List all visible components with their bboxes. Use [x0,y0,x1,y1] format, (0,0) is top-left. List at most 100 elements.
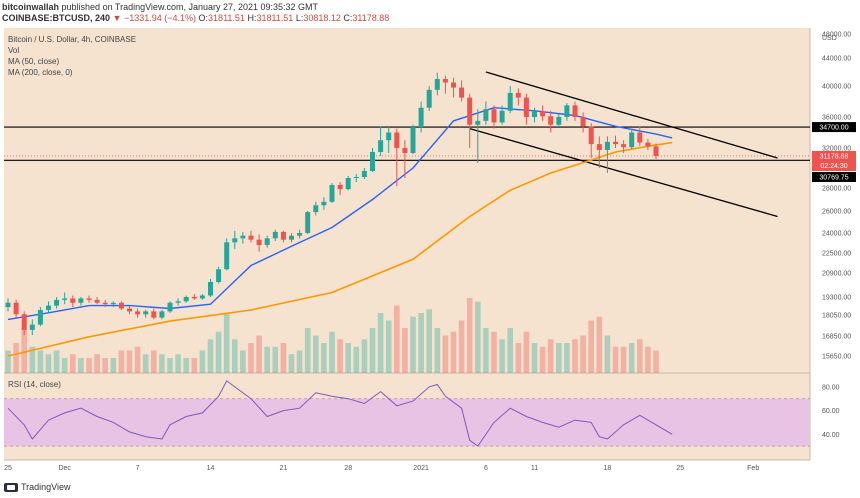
volume-bar [361,339,368,373]
price-tick-label: 24000.00 [822,231,851,238]
candle [86,295,92,303]
time-axis-ticks: 25 Dec 7 14 21 28 2021 6 11 18 25 Feb [4,465,759,472]
channel-lower-trendline[interactable] [469,127,778,218]
candle [167,301,173,313]
volume-bar [637,339,643,373]
volume-bar [531,343,538,373]
volume-bar [288,354,295,373]
volume-bar [232,339,238,373]
volume-bar [45,354,52,373]
volume-bar [280,343,287,373]
candle [110,301,116,308]
candle [54,297,60,309]
candle [621,140,627,153]
close-label: C: [343,13,353,23]
candle [208,279,213,297]
rsi-tick-label: 60.00 [822,408,840,415]
candle [434,72,440,96]
price-tick-label: 44000.00 [822,56,851,63]
volume-bar [183,358,189,373]
rsi-band [4,398,810,447]
candle [467,93,473,148]
legend-vol: Vol [8,46,19,55]
volume-bar [564,343,570,373]
candle [256,234,262,252]
candle [305,211,311,235]
candle [94,297,100,305]
candle [280,230,286,243]
resistance-price-label: 34700.00 [819,125,848,132]
volume-bar [94,354,100,373]
candle [459,80,465,102]
candle [394,128,400,186]
volume-bar [151,350,157,373]
candle [272,229,278,241]
candle [580,112,586,133]
volume-bar [410,316,416,373]
time-tick-label: 7 [136,465,140,472]
time-tick-label: Dec [58,465,71,472]
legend-ma200: MA (200, close, 0) [8,68,73,77]
tradingview-brand[interactable]: TradingView [4,482,71,492]
rsi-tick-label: 80.00 [822,384,840,391]
candle [135,308,141,318]
volume-bar [337,339,343,373]
volume-bar [572,339,578,373]
price-tick-label: 32000.00 [822,146,851,153]
volume-bar [491,331,497,373]
candle [118,301,124,310]
time-tick-label: 21 [280,465,288,472]
volume-bar [199,350,206,373]
volume-bar [215,331,222,373]
last-price-label: 31178.88 [820,154,849,161]
volume-bar [620,346,627,373]
volume-bar [645,346,651,373]
candle [175,298,181,306]
price-tick-label: 48000.00 [822,32,851,39]
price-tick-label: 15650.00 [822,354,851,361]
candle [337,182,343,195]
volume-bar [134,346,141,373]
published-text: published on TradingView.com, January 27… [61,2,319,12]
candle [46,301,51,313]
support-price-label: 30769.75 [819,175,848,182]
time-tick-label: 18 [604,465,612,472]
price-tick-label: 22500.00 [822,251,851,258]
candle [613,135,618,148]
low-label: L: [295,13,304,23]
price-tick-label: 16850.00 [822,334,851,341]
price-tick-label: 36000.00 [822,115,851,122]
candle [62,292,68,305]
price-tick-label: 28000.00 [822,186,851,193]
volume-bar [458,320,465,373]
volume-bar [70,354,76,373]
candle [523,93,529,125]
resistance-price-tag: 34700.00 [812,122,856,133]
open-label: O: [198,13,209,23]
time-tick-label: 25 [676,465,684,472]
close-value: 31178.88 [352,13,390,23]
channel-upper-trendline[interactable] [485,71,778,159]
volume-bar [102,358,108,373]
legend-title: Bitcoin / U.S. Dollar, 4h, COINBASE [8,35,136,44]
volume-bar [402,328,408,373]
volume-bar [207,339,214,373]
candle [37,307,43,327]
candle [329,183,335,203]
volume-bar [556,343,562,373]
volume-bar [499,339,505,373]
volume-bar [110,358,117,373]
volume-bar [385,320,392,373]
candle [21,311,27,336]
volume-bar [418,313,424,373]
volume-bar [442,335,449,373]
volume-bar [426,309,432,373]
volume-bar [61,358,68,373]
high-value: 31811.51 [256,13,294,23]
candle [604,136,610,173]
publisher-name[interactable]: bitcoinwallah [2,2,60,12]
candle [596,136,602,168]
volume-bar [515,343,522,373]
volume-bar [272,346,279,373]
